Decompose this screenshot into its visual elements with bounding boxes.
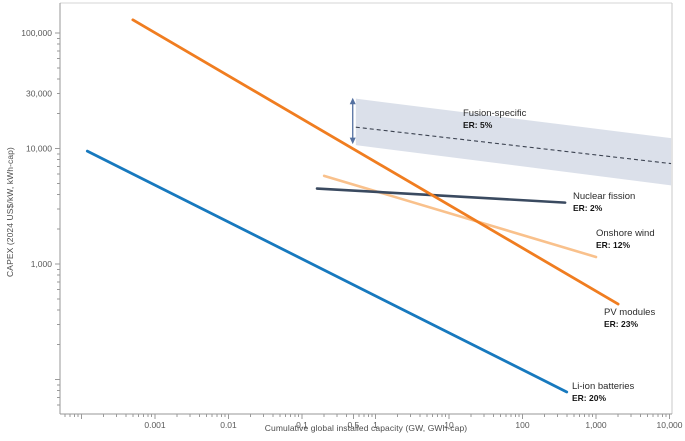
x-tick-label: 100 [515,420,529,430]
series-line-pv-modules [131,18,620,306]
x-tick-label: 1,000 [585,420,607,430]
annotation-name: Fusion-specific [463,108,527,119]
x-tick-label: 1 [373,420,378,430]
annotation-experience-rate: ER: 5% [463,119,493,130]
x-axis-title: Cumulative global installed capacity (GW… [264,423,468,433]
y-tick-label: 10,000 [26,144,52,154]
annotation-name: Li-ion batteries [572,381,635,392]
annotation-experience-rate: ER: 23% [604,318,639,329]
fusion-band [355,98,672,186]
annotation-name: Onshore wind [596,228,655,239]
y-tick-label: 100,000 [21,28,52,38]
x-tick-label: 0.01 [220,420,237,430]
annotation-experience-rate: ER: 12% [596,239,631,250]
label-onshore-wind: Onshore wind ER: 12% [596,228,655,251]
fusion-range-arrow [349,97,356,145]
x-tick-label: 10,000 [657,420,683,430]
label-pv-modules: PV modules ER: 23% [604,307,655,330]
fusion-center-dashed-line [355,126,672,165]
annotation-name: Nuclear fission [573,191,636,202]
series-line-li-ion-batteries [85,149,569,394]
y-tick-label: 30,000 [26,88,52,98]
label-nuclear-fission: Nuclear fission ER: 2% [573,191,635,214]
x-tick-label: 0.001 [144,420,166,430]
x-tick-label: 0.5 [347,420,359,430]
label-li-ion-batteries: Li-ion batteries ER: 20% [572,381,634,404]
x-tick-label: 10 [444,420,454,430]
label-fusion-specific: Fusion-specific ER: 5% [463,108,526,131]
x-tick-label: 0.1 [296,420,308,430]
series-line-nuclear-fission [315,187,567,204]
annotation-name: PV modules [604,307,656,318]
y-tick-label: 1,000 [31,259,53,269]
y-axis-title: CAPEX (2024 US$/kW, kWh-cap) [5,147,15,277]
annotation-experience-rate: ER: 20% [572,392,607,403]
series-line-onshore-wind [322,174,598,259]
annotation-experience-rate: ER: 2% [573,202,603,213]
